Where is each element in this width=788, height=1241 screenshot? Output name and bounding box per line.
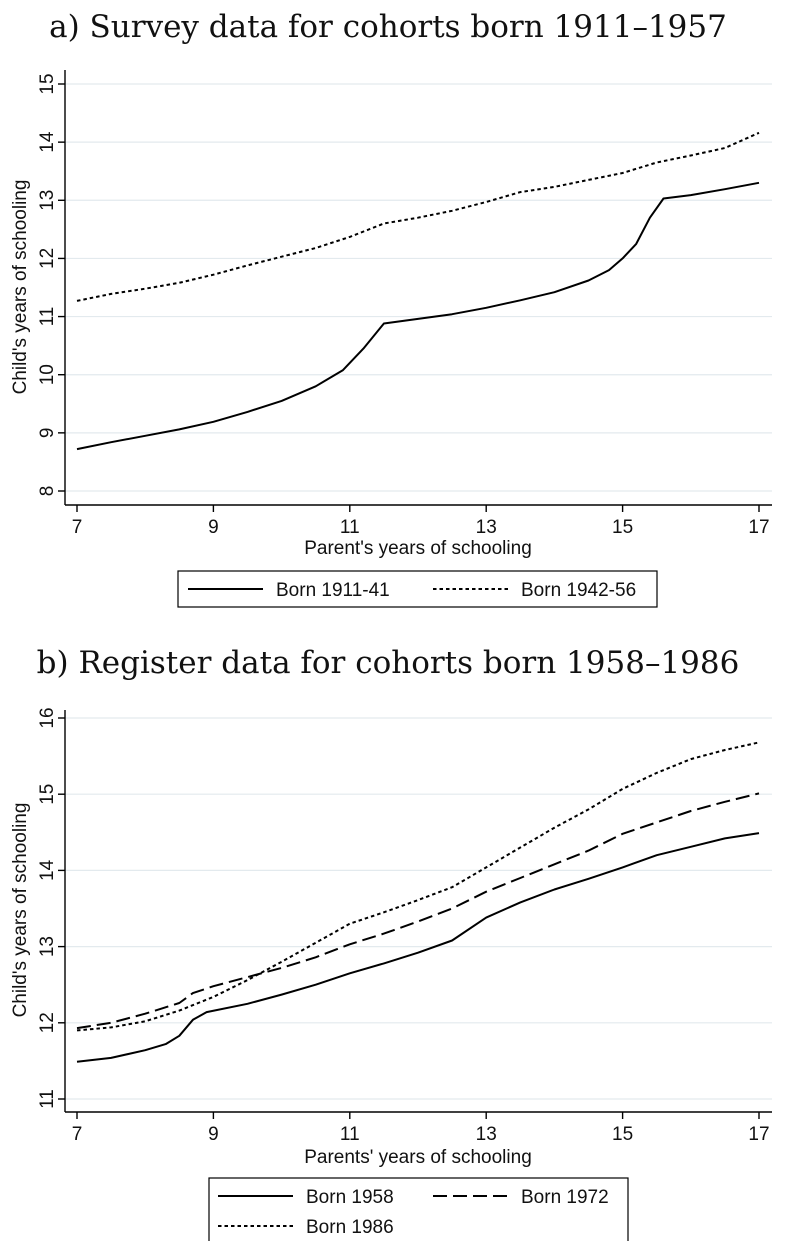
panel-b-x-axis-label: Parents' years of schooling bbox=[304, 1147, 532, 1168]
series-line-born-1942-56 bbox=[76, 131, 760, 302]
panel-a-title: a) Survey data for cohorts born 1911–195… bbox=[49, 9, 727, 45]
y-tick-label-9: 9 bbox=[37, 428, 58, 439]
y-tick-label-14: 14 bbox=[37, 859, 58, 881]
x-tick-label-7: 7 bbox=[72, 1124, 83, 1145]
y-tick-label-13: 13 bbox=[37, 936, 58, 957]
y-tick-label-13: 13 bbox=[37, 190, 58, 211]
panel-b-y-ticks: 11 12 13 14 15 16 bbox=[37, 707, 65, 1109]
x-tick-label-17: 17 bbox=[748, 1124, 769, 1145]
x-tick-label-15: 15 bbox=[612, 517, 633, 538]
panel-a-series-lines bbox=[76, 131, 760, 451]
panel-a-y-ticks: 8 9 10 11 12 13 14 15 bbox=[37, 73, 65, 496]
legend-label-born-1942-56: Born 1942-56 bbox=[521, 580, 636, 601]
legend-label-born-1972: Born 1972 bbox=[521, 1187, 609, 1208]
y-tick-label-11: 11 bbox=[37, 307, 58, 327]
panel-a-x-ticks: 7 9 11 13 15 17 bbox=[72, 505, 770, 538]
series-line-born-1958 bbox=[76, 832, 760, 1063]
series-line-born-1986 bbox=[76, 741, 760, 1032]
panel-b-legend: Born 1958 Born 1972 Born 1986 bbox=[208, 1177, 629, 1241]
legend-label-born-1911-41: Born 1911-41 bbox=[276, 580, 390, 601]
series-line-born-1972 bbox=[76, 792, 760, 1030]
series-line-born-1911-41 bbox=[76, 181, 760, 451]
panel-a-gridlines bbox=[65, 83, 772, 492]
x-tick-label-13: 13 bbox=[476, 517, 497, 538]
x-tick-label-11: 11 bbox=[340, 1124, 360, 1145]
y-tick-label-12: 12 bbox=[37, 1012, 58, 1033]
x-tick-label-7: 7 bbox=[72, 517, 83, 538]
panel-b-gridlines bbox=[65, 717, 772, 1100]
y-tick-label-15: 15 bbox=[37, 73, 58, 94]
panel-b-y-axis-label: Child's years of schooling bbox=[10, 803, 31, 1018]
x-tick-label-11: 11 bbox=[340, 517, 360, 538]
legend-label-born-1986: Born 1986 bbox=[306, 1217, 394, 1238]
panel-b-x-ticks: 7 9 11 13 15 17 bbox=[72, 1112, 770, 1145]
panel-b-register: b) Register data for cohorts born 1958–1… bbox=[10, 645, 772, 1241]
x-tick-label-9: 9 bbox=[208, 1124, 219, 1145]
x-tick-label-13: 13 bbox=[476, 1124, 497, 1145]
x-tick-label-15: 15 bbox=[612, 1124, 633, 1145]
y-tick-label-10: 10 bbox=[37, 364, 58, 385]
x-tick-label-17: 17 bbox=[748, 517, 769, 538]
y-tick-label-15: 15 bbox=[37, 784, 58, 805]
y-tick-label-14: 14 bbox=[37, 131, 58, 153]
panel-b-series-lines bbox=[76, 741, 760, 1063]
x-tick-label-9: 9 bbox=[208, 517, 219, 538]
y-tick-label-12: 12 bbox=[37, 248, 58, 269]
y-tick-label-11: 11 bbox=[37, 1089, 58, 1109]
panel-b-legend-box bbox=[208, 1177, 629, 1241]
y-tick-label-8: 8 bbox=[37, 486, 58, 497]
y-tick-label-16: 16 bbox=[37, 707, 58, 728]
panel-a-legend: Born 1911-41 Born 1942-56 bbox=[177, 570, 658, 608]
panel-a-y-axis-label: Child's years of schooling bbox=[10, 180, 31, 395]
panel-b-title: b) Register data for cohorts born 1958–1… bbox=[37, 645, 740, 681]
panel-a-x-axis-label: Parent's years of schooling bbox=[304, 538, 532, 559]
legend-label-born-1958: Born 1958 bbox=[306, 1187, 394, 1208]
panel-a-survey: a) Survey data for cohorts born 1911–195… bbox=[10, 9, 772, 608]
